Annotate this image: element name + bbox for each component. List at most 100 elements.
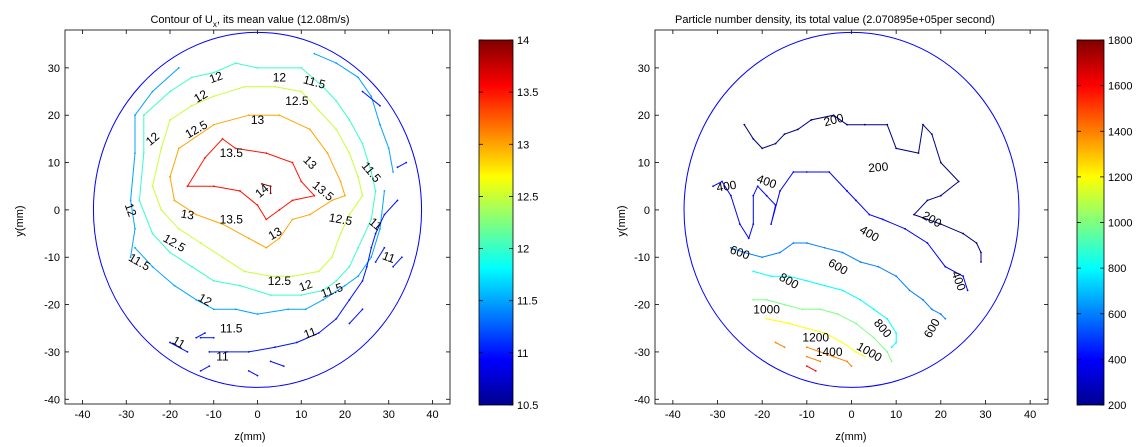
x-axis-label: z(mm): [835, 431, 866, 443]
contour-point: [712, 185, 714, 188]
contour-point: [379, 104, 381, 107]
contour-point: [247, 369, 250, 372]
plot-frame: [654, 29, 1049, 405]
contour-point: [370, 246, 373, 249]
contour-point: [138, 199, 141, 202]
chart-ux-contour: Contour of Ux, its mean value (12.08m/s)…: [14, 14, 538, 443]
contour-point: [348, 152, 351, 154]
contour-line: [753, 299, 893, 362]
contour-point: [922, 298, 924, 301]
contour-point: [208, 351, 211, 353]
contour-label: 400: [755, 171, 779, 191]
contour-point: [801, 308, 804, 311]
colorbar-tick-label: 1200: [1108, 172, 1132, 184]
contour-point: [344, 284, 346, 287]
contour-label: 13: [266, 224, 285, 243]
y-axis-label: y(mm): [14, 205, 26, 236]
chart-title: Particle number density, its total value…: [675, 14, 995, 26]
contour-point: [247, 351, 250, 353]
contour-point: [361, 142, 364, 145]
colorbar-tick-label: 11: [517, 348, 528, 360]
contour-label: 12: [196, 290, 215, 309]
contour-point: [195, 213, 198, 216]
contour-point: [256, 374, 259, 377]
contour-point: [792, 242, 795, 244]
contour-point: [256, 66, 259, 69]
contour-point: [260, 182, 263, 185]
contour-point: [177, 227, 180, 230]
contour-point: [383, 246, 386, 249]
colorbar-tick-label: 400: [1108, 354, 1126, 366]
y-tick-label: -10: [44, 252, 60, 264]
contour-point: [810, 119, 813, 121]
contour-line: [349, 308, 363, 324]
contour-point: [278, 114, 281, 117]
contour-line: [806, 356, 821, 362]
contour-point: [774, 204, 777, 207]
contour-point: [274, 85, 276, 88]
contour-point: [805, 365, 808, 368]
contour-point: [357, 275, 360, 278]
contour-point: [400, 256, 403, 259]
chart-particle-density-contour: Particle number density, its total value…: [616, 14, 1132, 443]
y-axis-label: y(mm): [616, 205, 628, 236]
contour-point: [151, 232, 154, 235]
contour-line: [730, 242, 946, 320]
contour-point: [129, 199, 132, 202]
contour-point: [752, 194, 755, 197]
contour-point: [805, 280, 808, 282]
contour-point: [383, 213, 386, 216]
contour-point: [814, 369, 817, 372]
contour-point: [770, 275, 773, 278]
colorbar-tick-label: 1800: [1108, 35, 1132, 47]
contour-label: 1000: [753, 302, 780, 316]
contour-point: [370, 95, 373, 98]
contour-point: [904, 227, 906, 230]
contour-label: 11: [380, 249, 397, 267]
contour-point: [300, 90, 303, 93]
contour-point: [243, 270, 246, 273]
contour-point: [151, 265, 154, 268]
contour-point: [208, 365, 211, 368]
contour-point: [134, 227, 136, 230]
contour-point: [160, 147, 163, 150]
y-tick-label: 10: [48, 158, 60, 170]
contour-point: [247, 237, 250, 240]
plot-frame: [64, 29, 451, 405]
contour-point: [269, 360, 272, 363]
contour-point: [291, 161, 294, 164]
contour-point: [291, 275, 294, 278]
contour-point: [890, 346, 893, 349]
contour-label: 11: [216, 350, 229, 364]
contour-point: [957, 180, 960, 183]
contour-point: [374, 232, 377, 235]
contour-point: [913, 213, 915, 216]
contour-point: [317, 109, 320, 112]
x-tick-label: 40: [1024, 409, 1036, 421]
contour-point: [756, 185, 759, 188]
contour-point: [361, 90, 364, 93]
contour-point: [738, 223, 741, 226]
x-tick-label: 20: [935, 409, 947, 421]
colorbar: 10.5 11 11.5 12 12.5 13 13.5 14: [478, 35, 538, 412]
contour-point: [177, 147, 180, 150]
contour-point: [770, 223, 773, 226]
contour-point: [190, 104, 193, 107]
contour-point: [212, 308, 215, 311]
contour-label: 12: [297, 277, 315, 295]
plot-area: -40 -30 -20 -10 0 10 20 30 40 -40 -30 -20 -10 0 10 20 30…: [634, 29, 1049, 421]
contour-label: 12: [191, 87, 210, 106]
contour-point: [357, 175, 360, 178]
contour-point: [173, 199, 176, 202]
x-tick-label: -20: [162, 409, 178, 421]
contour-point: [212, 336, 215, 339]
contour-point: [199, 242, 202, 244]
contour-point: [212, 71, 215, 74]
contour-point: [855, 351, 857, 353]
contour-label: 400: [949, 269, 969, 293]
contour-point: [339, 232, 342, 235]
x-tick-label: -40: [665, 409, 681, 421]
x-tick-label: -20: [754, 409, 770, 421]
contour-point: [383, 190, 386, 192]
